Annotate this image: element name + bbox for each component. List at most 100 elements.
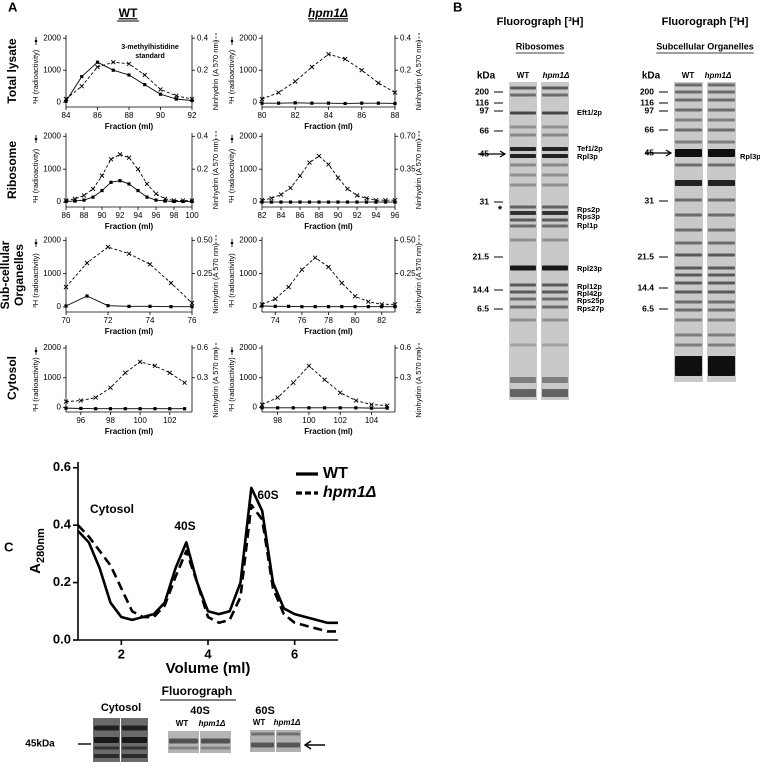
data-point [72, 196, 78, 202]
marker-label: 6.5 [477, 303, 489, 313]
gel-label: Cytosol [101, 702, 141, 714]
data-point [79, 83, 85, 89]
data-point [345, 200, 350, 204]
gel-band [675, 163, 702, 167]
gel-band [94, 754, 119, 758]
band-label: Rps27p [577, 304, 605, 313]
data-point [292, 79, 298, 84]
data-point [189, 300, 195, 306]
gel-band [251, 742, 274, 748]
data-point [162, 196, 168, 202]
data-point [279, 200, 283, 204]
gel-band [542, 154, 568, 158]
gel-band [708, 90, 735, 94]
y-tick-label: 0 [57, 197, 62, 206]
x-tick-label: 4 [204, 646, 212, 661]
y2-tick-label: 0.70 [400, 131, 416, 140]
panel-label: A [8, 0, 18, 14]
data-point [168, 407, 172, 411]
data-point [291, 406, 295, 410]
arrow [478, 150, 507, 158]
axis-symbol [34, 39, 38, 43]
data-point [383, 197, 388, 203]
gel-band [201, 746, 230, 750]
y2-tick-label: 0.3 [197, 373, 209, 382]
gel-band [510, 265, 536, 271]
data-point [373, 197, 379, 203]
data-point [63, 399, 69, 404]
lane-label: hpm1Δ [199, 719, 226, 728]
marker-label: 116 [640, 97, 654, 107]
y-tick-label: 2000 [239, 343, 257, 352]
data-point [260, 304, 264, 308]
data-point [326, 51, 331, 57]
x-tick-label: 74 [146, 316, 155, 325]
x-axis-label: Fraction (ml) [304, 327, 353, 336]
gel-band [675, 273, 702, 277]
y2-axis-label: Ninhydrin (A 570 nm) [414, 347, 423, 418]
gel-band [510, 389, 536, 397]
data-point [369, 406, 374, 410]
data-point [364, 200, 369, 204]
marker-label: 21.5 [472, 251, 489, 261]
gel-band [542, 111, 568, 115]
data-point [154, 198, 158, 202]
data-point [111, 68, 115, 72]
y-tick-label: 1000 [239, 65, 257, 74]
data-point [360, 101, 364, 105]
gel-band [708, 366, 735, 376]
y2-tick-label: 0.50 [400, 235, 416, 244]
x-axis-label: Fraction (ml) [105, 222, 154, 231]
y-tick-label: 1000 [43, 65, 61, 74]
gel-band [510, 154, 536, 158]
x-tick-label: 84 [277, 211, 286, 220]
gel-band [708, 273, 735, 277]
series-line [77, 486, 338, 625]
gel-band [94, 737, 119, 743]
data-point [108, 156, 114, 162]
gel-band [675, 253, 702, 257]
band-label: Eft1/2p [577, 108, 602, 117]
axis-symbol [34, 137, 38, 141]
gel-band [510, 133, 536, 137]
y-tick-label: 2000 [239, 33, 257, 42]
gel-band [675, 300, 702, 304]
data-point [338, 406, 342, 410]
gel-band [708, 308, 735, 312]
y-tick-label: 2000 [43, 235, 61, 244]
data-point [322, 377, 327, 383]
axis-symbol [34, 241, 38, 245]
gel-title: Fluorograph [³H] [497, 16, 584, 28]
y2-tick-label: 0.4 [197, 131, 209, 140]
gel-band [122, 725, 147, 731]
gel-band [277, 742, 300, 748]
gel-unit: kDa [642, 71, 661, 82]
gel-band [510, 343, 536, 347]
data-point [135, 166, 141, 172]
gel-band [510, 86, 536, 90]
data-point [342, 56, 348, 62]
series-line [65, 361, 185, 403]
data-point [181, 199, 185, 204]
axis-symbol [230, 349, 234, 353]
marker-label: 45 [480, 148, 490, 158]
data-point [106, 304, 110, 308]
x-tick-label: 82 [258, 211, 267, 220]
gel-band [542, 133, 568, 137]
data-point [190, 199, 194, 204]
data-point [126, 61, 132, 67]
y2-axis-label: Ninhydrin (A 570 nm) [211, 347, 220, 418]
x-tick-label: 100 [302, 416, 316, 425]
x-tick-label: 104 [365, 416, 379, 425]
gel-band [675, 366, 702, 376]
y2-tick-label: 0.25 [400, 269, 416, 278]
gel-band [675, 98, 702, 102]
gel-band [510, 163, 536, 167]
y2-axis-label: Ninhydrin (A 570 nm) [414, 138, 423, 209]
y-tick-label: 0 [57, 97, 62, 106]
lane-label: WT [517, 71, 530, 80]
series-line [65, 61, 193, 100]
y-tick-label: 1000 [239, 373, 257, 382]
y-tick-label: 0 [253, 302, 258, 311]
data-point [180, 198, 186, 203]
